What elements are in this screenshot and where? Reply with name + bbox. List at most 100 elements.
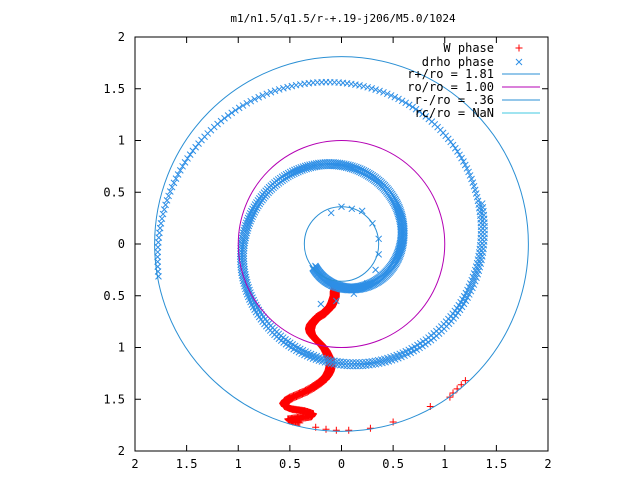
drho-phase-point (162, 201, 169, 209)
x-tick-label: 1 (235, 457, 242, 471)
drho-phase-point (454, 148, 461, 155)
drho-phase-point (301, 166, 308, 174)
drho-phase-point (451, 307, 459, 315)
circle-r_o (237, 140, 446, 348)
drho-phase-point (166, 188, 174, 195)
drho-phase-point (449, 141, 457, 149)
drho-phase-point (263, 90, 271, 98)
x-tick-label: 0.5 (382, 457, 404, 471)
drho-phase-point (327, 209, 335, 217)
x-tick-label: 2 (544, 457, 551, 471)
legend-symbol-w-phase (515, 44, 523, 52)
drho-phase-point (181, 158, 189, 166)
y-tick-label: 1 (118, 341, 125, 355)
drho-phase-point (305, 165, 313, 172)
drho-phase-point (462, 297, 470, 305)
drho-phase-point (376, 87, 383, 95)
drho-phase-point (286, 172, 294, 180)
drho-phase-point (387, 92, 395, 99)
drho-phase-point (155, 272, 162, 280)
drho-phase-point (455, 301, 463, 309)
drho-phase-point (470, 281, 478, 288)
w-phase-point (461, 377, 469, 385)
circle-r_plus (154, 56, 529, 432)
legend-plus-marker (515, 44, 523, 52)
drho-phase-point (267, 88, 275, 96)
drho-phase-point (419, 110, 426, 118)
drho-phase-point (350, 290, 358, 298)
drho-phase-point (237, 242, 245, 250)
drho-phase-point (358, 207, 366, 215)
drho-phase-point (255, 93, 263, 101)
drho-phase-point (391, 93, 399, 101)
drho-phase-point (189, 147, 197, 155)
drho-phase-series (154, 78, 489, 370)
drho-phase-point (467, 287, 475, 295)
drho-phase-point (409, 103, 416, 111)
drho-phase-point (356, 362, 364, 370)
drho-phase-point (461, 161, 469, 169)
drho-phase-point (284, 83, 291, 91)
drho-phase-point (470, 182, 478, 190)
drho-phase-point (235, 104, 243, 112)
x-tick-label: 1.5 (176, 457, 198, 471)
drho-phase-point (372, 86, 379, 93)
drho-phase-point (460, 292, 468, 300)
drho-phase-point (368, 85, 376, 92)
x-tick-label: 2 (131, 457, 138, 471)
drho-phase-point (165, 192, 172, 200)
y-tick-label: 0.5 (103, 185, 125, 199)
y-tick-label: 1.5 (103, 82, 125, 96)
drho-phase-point (464, 294, 471, 301)
drho-phase-point (332, 297, 340, 305)
drho-phase-point (170, 179, 178, 187)
legend-label-r-c: rc/ro = NaN (415, 106, 494, 120)
drho-phase-point (224, 112, 232, 119)
drho-phase-point (297, 167, 304, 175)
drho-phase-point (466, 172, 474, 179)
drho-phase-point (391, 202, 399, 210)
drho-phase-point (239, 102, 247, 109)
drho-phase-point (296, 81, 304, 88)
drho-phase-point (348, 205, 356, 213)
drho-phase-point (179, 162, 186, 170)
legend-label-r-plus: r+/ro = 1.81 (407, 67, 494, 81)
drho-phase-point (280, 84, 287, 92)
drho-phase-point (236, 255, 244, 263)
drho-phase-point (460, 158, 467, 165)
chart-title: m1/n1.5/q1.5/r-+.19-j206/M5.0/1024 (230, 12, 456, 25)
drho-phase-point (469, 179, 477, 186)
drho-phase-point (163, 197, 171, 204)
axis-ticks: 2 1.5 1 0.5 0 0.5 1 1.5 221.510.500.511.52 (103, 30, 551, 471)
drho-phase-point (456, 151, 463, 159)
drho-phase-point (307, 164, 315, 172)
y-tick-label: 1.5 (103, 392, 125, 406)
drho-phase-point (251, 95, 259, 103)
y-tick-label: 0.5 (103, 289, 125, 303)
x-tick-label: 1.5 (486, 457, 508, 471)
drho-phase-point (299, 167, 306, 174)
drho-phase-point (463, 165, 471, 172)
drho-phase-point (345, 161, 352, 168)
drho-phase-point (415, 108, 423, 115)
w-phase-point (294, 418, 302, 426)
drho-phase-point (243, 99, 251, 107)
drho-phase-point (271, 87, 279, 95)
drho-phase-point (465, 168, 472, 176)
legend-cross-marker (515, 58, 523, 66)
drho-phase-point (465, 291, 473, 298)
drho-phase-point (349, 362, 357, 370)
drho-phase-point (290, 170, 298, 178)
w-phase-point (296, 419, 304, 427)
drho-phase-point (259, 92, 267, 99)
x-tick-label: 1 (441, 457, 448, 471)
drho-phase-point (186, 151, 194, 158)
circle-r_minus (303, 206, 380, 282)
drho-phase-point (275, 86, 283, 93)
legend-label-drho-phase: drho phase (422, 55, 494, 69)
x-tick-label: 0.5 (279, 457, 301, 471)
w-phase-point (322, 425, 330, 433)
drho-phase-point (460, 300, 468, 308)
drho-phase-point (471, 186, 479, 194)
